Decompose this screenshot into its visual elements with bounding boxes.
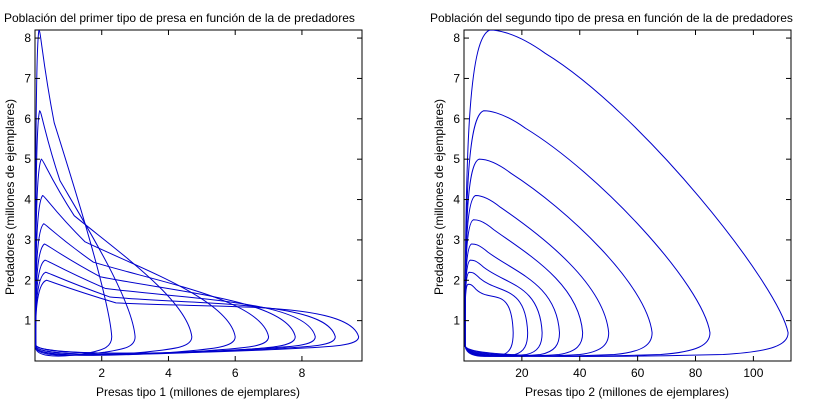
chart-right-xtick-label-3: 80: [689, 366, 703, 380]
chart-left-ytick-label-5: 6: [24, 112, 31, 126]
chart-right-axes-box: [463, 29, 792, 362]
chart-left-orbit-2: [35, 110, 136, 356]
chart-left-ytick-label-3: 4: [24, 193, 31, 207]
chart-left-xtick-label-0: 2: [98, 366, 105, 380]
chart-right-ytick-label-5: 6: [453, 112, 460, 126]
chart-right-ytick-label-2: 3: [453, 233, 460, 247]
chart-right-orbit-5: [464, 219, 584, 357]
chart-left-ytick-label-6: 7: [24, 71, 31, 85]
chart-right-ytick-label-3: 4: [453, 193, 460, 207]
chart-left-orbit-8: [35, 271, 336, 354]
chart-left-xtick-label-1: 4: [165, 366, 172, 380]
chart-right-ytick-label-7: 8: [453, 31, 460, 45]
chart-right-xtick-label-2: 60: [631, 366, 645, 380]
chart-right: Población del segundo tipo de presa en f…: [430, 11, 793, 399]
chart-right-orbit-8: [464, 271, 529, 357]
chart-left: Población del primer tipo de presa en fu…: [3, 11, 363, 399]
chart-right-title: Población del segundo tipo de presa en f…: [430, 11, 793, 25]
chart-right-orbit-2: [464, 110, 711, 357]
chart-right-orbit-7: [464, 259, 543, 357]
chart-left-xtick-label-3: 8: [299, 366, 306, 380]
chart-right-orbit-3: [464, 158, 653, 357]
chart-left-ytick-label-1: 2: [24, 273, 31, 287]
chart-left-orbit-7: [35, 259, 316, 354]
chart-left-ytick-label-4: 5: [24, 152, 31, 166]
chart-left-ytick-label-7: 8: [24, 31, 31, 45]
chart-right-xlabel: Presas tipo 2 (millones de ejemplares): [525, 385, 729, 399]
chart-right-orbit-6: [464, 243, 560, 357]
chart-left-ylabel: Predadores (millones de ejemplares): [3, 99, 17, 295]
chart-right-xtick-label-1: 40: [573, 366, 587, 380]
chart-right-orbit-1: [464, 30, 789, 357]
chart-right-ytick-label-0: 1: [453, 314, 460, 328]
chart-left-ytick-label-0: 1: [24, 314, 31, 328]
chart-left-xlabel: Presas tipo 1 (millones de ejemplares): [96, 385, 300, 399]
chart-right-ytick-label-1: 2: [453, 273, 460, 287]
chart-right-xtick-label-4: 100: [743, 366, 763, 380]
chart-right-curves: [464, 30, 789, 357]
chart-left-orbit-3: [35, 158, 193, 356]
chart-left-curves: [35, 30, 360, 357]
chart-right-ylabel: Predadores (millones de ejemplares): [432, 99, 446, 295]
chart-right-ytick-label-6: 7: [453, 71, 460, 85]
chart-left-orbit-9: [35, 279, 360, 354]
chart-right-orbit-9: [464, 283, 514, 357]
chart-right-ytick-label-4: 5: [453, 152, 460, 166]
chart-left-title: Población del primer tipo de presa en fu…: [4, 11, 355, 25]
chart-right-xtick-label-0: 20: [515, 366, 529, 380]
chart-left-ytick-label-2: 3: [24, 233, 31, 247]
chart-right-orbit-4: [464, 194, 610, 357]
chart-left-xtick-label-2: 6: [232, 366, 239, 380]
chart-left-axes-box: [34, 29, 363, 362]
